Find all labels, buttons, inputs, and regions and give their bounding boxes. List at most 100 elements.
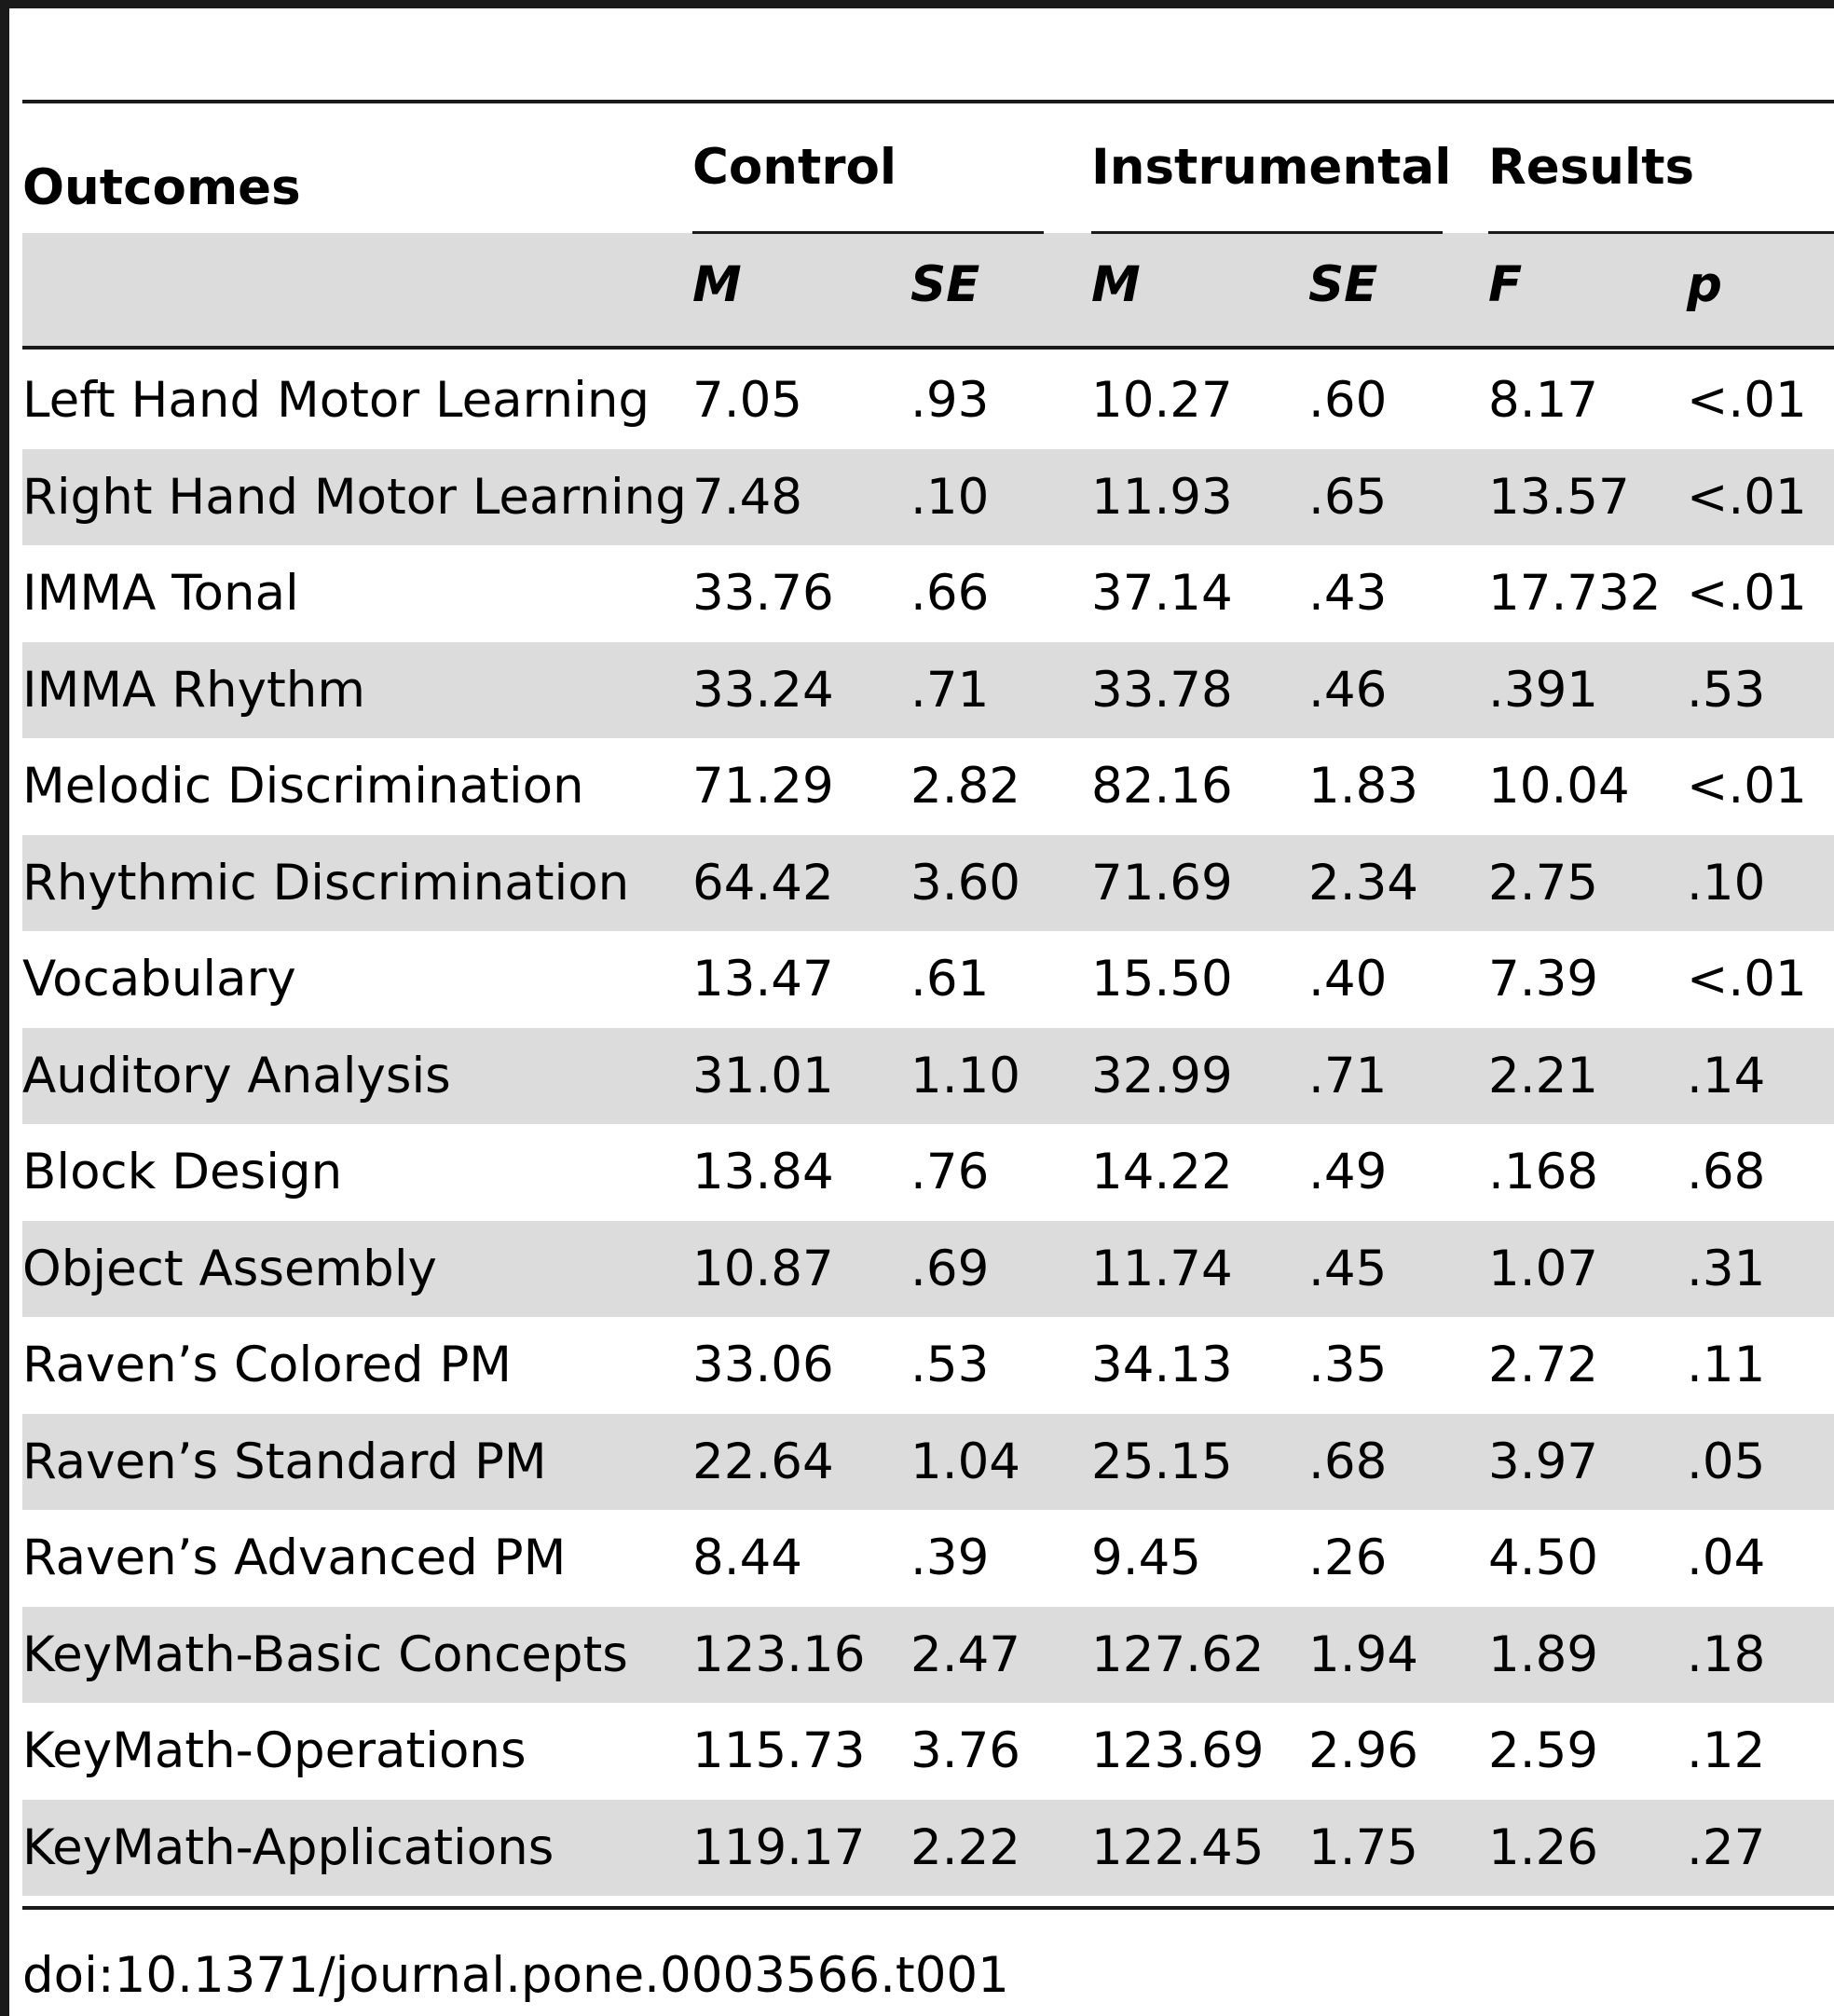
header-control: Control	[692, 139, 897, 196]
table-row: Rhythmic Discrimination 64.42 3.60 71.69…	[22, 834, 1834, 931]
subheader-control-se: SE	[910, 256, 980, 313]
instrumental-m-cell: 11.74	[1091, 1240, 1233, 1297]
table-row: KeyMath-Operations 115.73 3.76 123.69 2.…	[22, 1703, 1834, 1800]
instrumental-m-cell: 9.45	[1091, 1529, 1202, 1586]
outcome-cell: Raven’s Advanced PM	[22, 1529, 567, 1586]
control-se-cell: 3.76	[910, 1722, 1021, 1779]
f-cell: .391	[1488, 661, 1599, 719]
p-cell: .31	[1687, 1240, 1766, 1297]
outcome-cell: Melodic Discrimination	[22, 758, 584, 815]
instrumental-se-cell: .68	[1308, 1433, 1388, 1490]
control-se-cell: .61	[910, 951, 990, 1008]
f-cell: 13.57	[1488, 468, 1630, 526]
doi-footer[interactable]: doi:10.1371/journal.pone.0003566.t001	[22, 1947, 1009, 2004]
f-cell: 2.75	[1488, 854, 1599, 912]
instrumental-m-cell: 14.22	[1091, 1144, 1233, 1200]
p-cell: .12	[1687, 1722, 1766, 1779]
table-row: Melodic Discrimination 71.29 2.82 82.16 …	[22, 738, 1834, 835]
f-cell: 17.732	[1488, 565, 1662, 622]
control-m-cell: 33.06	[692, 1337, 834, 1393]
table-row: Left Hand Motor Learning 7.05 .93 10.27 …	[22, 352, 1834, 449]
control-se-cell: .66	[910, 565, 990, 622]
control-se-cell: .10	[910, 468, 990, 526]
f-cell: 4.50	[1488, 1529, 1599, 1586]
table-row: Raven’s Advanced PM 8.44 .39 9.45 .26 4.…	[22, 1510, 1834, 1607]
control-m-cell: 33.76	[692, 565, 834, 622]
header-instrumental: Instrumental	[1091, 139, 1452, 196]
control-m-cell: 13.47	[692, 951, 834, 1008]
outcome-cell: Rhythmic Discrimination	[22, 854, 630, 912]
instrumental-m-cell: 33.78	[1091, 661, 1233, 719]
table-row: Vocabulary 13.47 .61 15.50 .40 7.39 <.01	[22, 931, 1834, 1028]
instrumental-se-cell: .60	[1308, 372, 1388, 429]
outcome-cell: Object Assembly	[22, 1240, 437, 1297]
outcome-cell: Vocabulary	[22, 951, 296, 1008]
f-cell: 8.17	[1488, 372, 1599, 429]
control-m-cell: 71.29	[692, 758, 834, 815]
instrumental-se-cell: 1.75	[1308, 1818, 1419, 1876]
control-m-cell: 13.84	[692, 1144, 834, 1200]
control-se-cell: 3.60	[910, 854, 1021, 912]
f-cell: 1.26	[1488, 1818, 1599, 1876]
subheader-instrumental-se: SE	[1308, 256, 1378, 313]
control-m-cell: 123.16	[692, 1625, 866, 1683]
p-cell: <.01	[1687, 565, 1807, 622]
header-rule	[22, 346, 1834, 350]
control-m-cell: 115.73	[692, 1722, 866, 1779]
instrumental-se-cell: .49	[1308, 1144, 1388, 1200]
p-cell: <.01	[1687, 758, 1807, 815]
control-se-cell: 1.10	[910, 1047, 1021, 1104]
instrumental-m-cell: 34.13	[1091, 1337, 1233, 1393]
control-se-cell: .93	[910, 372, 990, 429]
control-m-cell: 33.24	[692, 661, 834, 719]
p-cell: .18	[1687, 1625, 1766, 1683]
control-m-cell: 7.48	[692, 468, 803, 526]
table-row: IMMA Tonal 33.76 .66 37.14 .43 17.732 <.…	[22, 545, 1834, 642]
outcome-cell: IMMA Rhythm	[22, 661, 365, 719]
control-se-cell: 2.82	[910, 758, 1021, 815]
outcome-cell: KeyMath-Basic Concepts	[22, 1625, 628, 1683]
f-cell: 2.59	[1488, 1722, 1599, 1779]
instrumental-se-cell: .40	[1308, 951, 1388, 1008]
p-cell: .04	[1687, 1529, 1766, 1586]
f-cell: 1.89	[1488, 1625, 1599, 1683]
control-se-cell: .71	[910, 661, 990, 719]
table-row: IMMA Rhythm 33.24 .71 33.78 .46 .391 .53	[22, 641, 1834, 738]
control-m-cell: 8.44	[692, 1529, 803, 1586]
instrumental-se-cell: .35	[1308, 1337, 1388, 1393]
instrumental-m-cell: 37.14	[1091, 565, 1233, 622]
f-cell: 10.04	[1488, 758, 1630, 815]
control-group-rule	[692, 231, 1044, 234]
p-cell: .14	[1687, 1047, 1766, 1104]
instrumental-se-cell: 2.96	[1308, 1722, 1419, 1779]
table-top-rule	[22, 100, 1834, 103]
f-cell: .168	[1488, 1144, 1599, 1200]
subheader-results-f: F	[1488, 256, 1523, 313]
control-se-cell: .39	[910, 1529, 990, 1586]
outcome-cell: KeyMath-Operations	[22, 1722, 527, 1779]
instrumental-se-cell: .65	[1308, 468, 1388, 526]
control-m-cell: 119.17	[692, 1818, 866, 1876]
p-cell: <.01	[1687, 951, 1807, 1008]
table-row: Auditory Analysis 31.01 1.10 32.99 .71 2…	[22, 1027, 1834, 1124]
table-row: KeyMath-Basic Concepts 123.16 2.47 127.6…	[22, 1606, 1834, 1703]
instrumental-se-cell: .71	[1308, 1047, 1388, 1104]
header-results: Results	[1488, 139, 1695, 196]
instrumental-m-cell: 71.69	[1091, 854, 1233, 912]
f-cell: 2.21	[1488, 1047, 1599, 1104]
instrumental-m-cell: 123.69	[1091, 1722, 1265, 1779]
control-m-cell: 7.05	[692, 372, 803, 429]
outcome-cell: Raven’s Colored PM	[22, 1337, 513, 1393]
table-row: KeyMath-Applications 119.17 2.22 122.45 …	[22, 1799, 1834, 1896]
outcome-cell: KeyMath-Applications	[22, 1818, 554, 1876]
control-m-cell: 64.42	[692, 854, 834, 912]
subheader-row-background	[22, 233, 1834, 349]
instrumental-m-cell: 10.27	[1091, 372, 1233, 429]
table-bottom-rule	[22, 1906, 1834, 1910]
p-cell: .27	[1687, 1818, 1766, 1876]
control-se-cell: 2.22	[910, 1818, 1021, 1876]
p-cell: .05	[1687, 1433, 1766, 1490]
subheader-results-p: p	[1687, 256, 1722, 313]
f-cell: 1.07	[1488, 1240, 1599, 1297]
table-row: Raven’s Standard PM 22.64 1.04 25.15 .68…	[22, 1413, 1834, 1510]
